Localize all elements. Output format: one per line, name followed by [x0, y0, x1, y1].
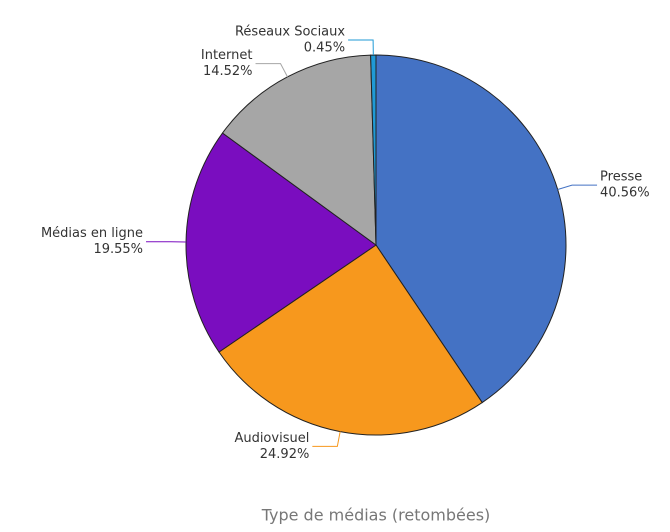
slice-value-label: 0.45%: [304, 41, 345, 56]
leader-line: [557, 184, 598, 190]
leader-line: [255, 63, 288, 78]
slice-value-label: 14.52%: [203, 64, 253, 79]
slice-value-label: 19.55%: [93, 242, 143, 257]
slice-value-label: 24.92%: [260, 447, 310, 462]
leader-line: [312, 431, 341, 447]
slice-label: Médias en ligne: [41, 226, 143, 241]
pie-slice: [221, 54, 377, 247]
chart-title: Type de médias (retombées): [261, 506, 491, 525]
slice-label: Réseaux Sociaux: [235, 25, 345, 40]
pie-slice: [375, 54, 567, 404]
slice-label: Internet: [201, 48, 253, 63]
slice-label: Audiovisuel: [234, 431, 309, 446]
pie-slice: [185, 132, 377, 353]
slice-value-label: 40.56%: [600, 186, 650, 201]
slice-label: Presse: [600, 170, 642, 185]
leader-line: [348, 39, 374, 56]
